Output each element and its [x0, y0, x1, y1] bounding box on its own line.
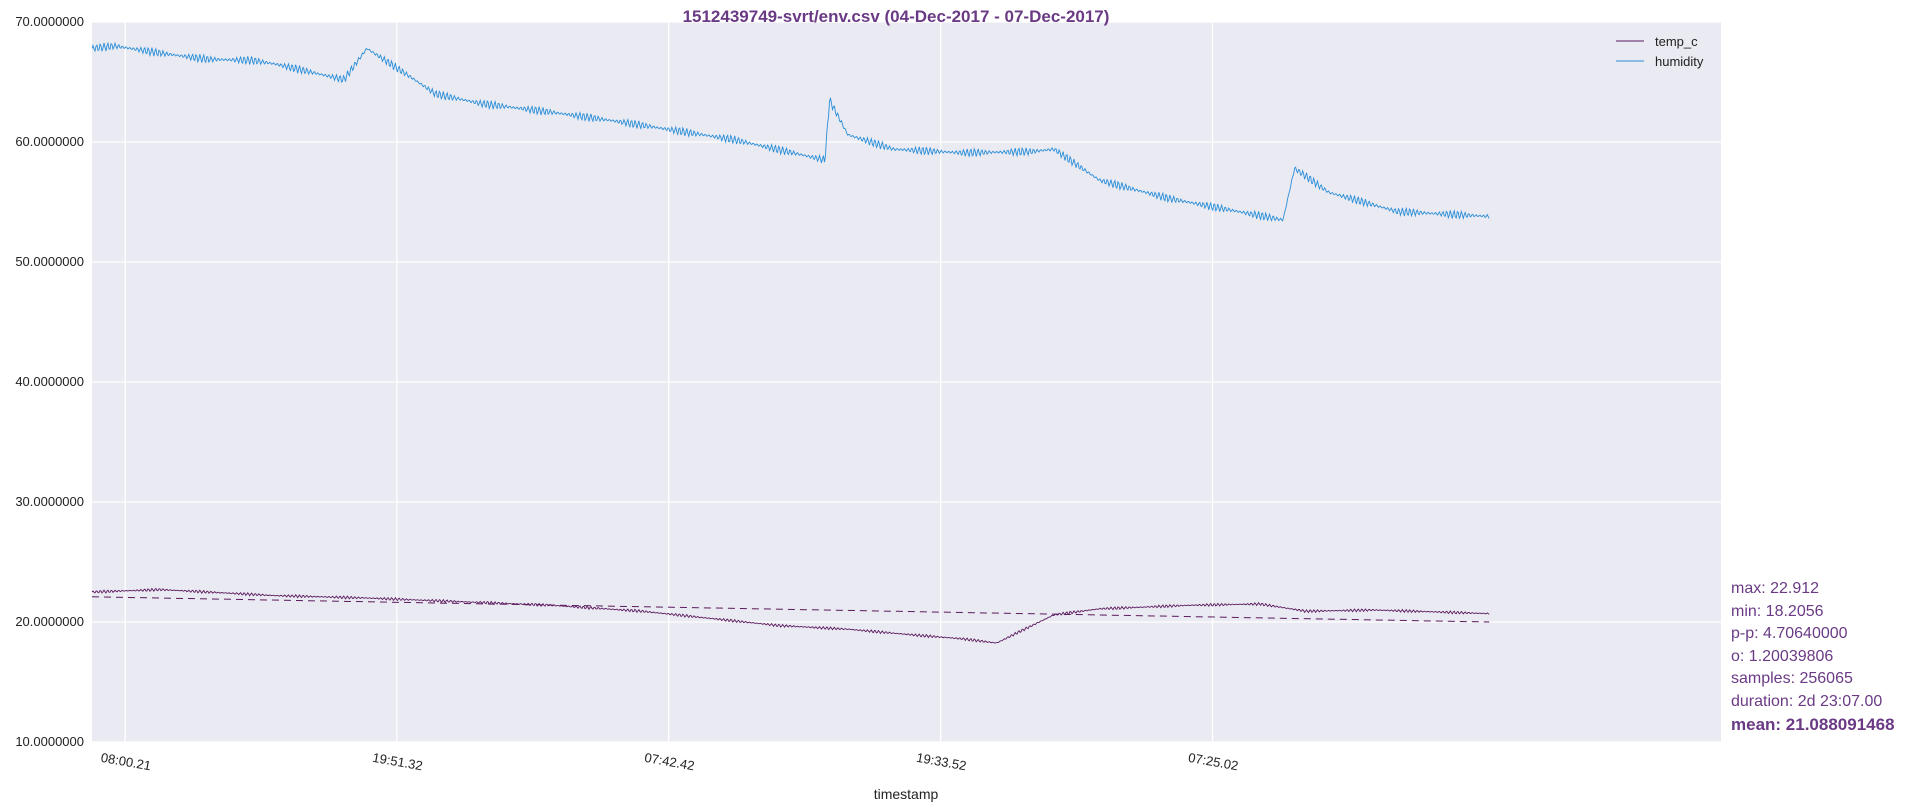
- x-axis-label: timestamp: [874, 786, 939, 802]
- series-humidity-line: [91, 41, 1490, 222]
- legend-humidity-label: humidity: [1655, 54, 1704, 69]
- stat-peak-to-peak: p-p: 4.70640000: [1731, 625, 1848, 642]
- legend-temp-label: temp_c: [1655, 34, 1698, 49]
- x-tick-label: 07:42.42: [643, 750, 695, 774]
- y-tick-label: 30.0000000: [15, 494, 84, 509]
- stat-duration: duration: 2d 23:07.00: [1731, 693, 1883, 710]
- x-axis: 08:00.21 19:51.32 07:42.42 19:33.52 07:25.02: [100, 750, 1240, 774]
- x-tick-label: 08:00.21: [100, 750, 152, 774]
- y-tick-label: 40.0000000: [15, 374, 84, 389]
- stat-max: max: 22.912: [1731, 580, 1820, 597]
- chart-title: 1512439749-svrt/env.csv (04-Dec-2017 - 0…: [683, 7, 1110, 26]
- stat-sigma: o: 1.20039806: [1731, 648, 1834, 665]
- stat-samples: samples: 256065: [1731, 670, 1853, 687]
- data-lines: [91, 41, 1490, 644]
- y-tick-label: 20.0000000: [15, 614, 84, 629]
- y-tick-label: 60.0000000: [15, 134, 84, 149]
- series-temp-c-line: [91, 587, 1490, 644]
- x-tick-label: 19:51.32: [371, 750, 423, 774]
- x-tick-label: 19:33.52: [915, 750, 967, 774]
- y-tick-label: 10.0000000: [15, 734, 84, 749]
- stat-mean: mean: 21.088091468: [1731, 715, 1895, 734]
- y-axis: 10.0000000 20.0000000 30.0000000 40.0000000…: [15, 14, 84, 749]
- trend-line: [91, 596, 1490, 623]
- stat-min: min: 18.2056: [1731, 603, 1824, 620]
- legend: temp_c humidity: [1616, 34, 1704, 69]
- x-tick-label: 07:25.02: [1187, 750, 1239, 774]
- y-tick-label: 70.0000000: [15, 14, 84, 29]
- grid: [92, 21, 1721, 743]
- y-tick-label: 50.0000000: [15, 254, 84, 269]
